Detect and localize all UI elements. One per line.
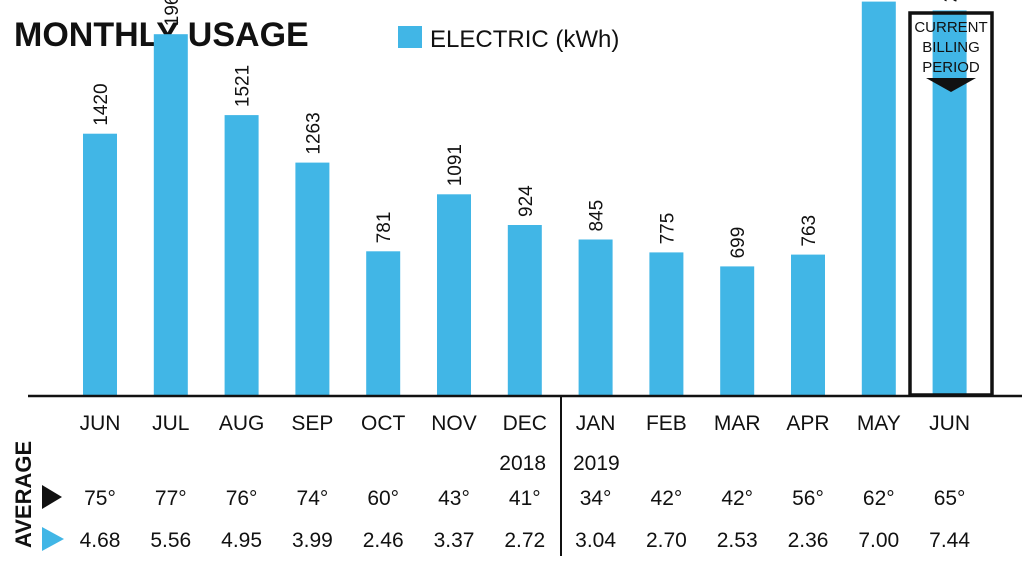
- avg-usage-5: 3.37: [434, 529, 475, 552]
- month-label-4: OCT: [361, 412, 406, 435]
- avg-temp-9: 42°: [721, 487, 753, 510]
- avg-temp-10: 56°: [792, 487, 824, 510]
- month-label-9: MAR: [714, 412, 761, 435]
- bar-value-label-2: 1521: [233, 65, 254, 107]
- month-label-2: AUG: [219, 412, 265, 435]
- avg-usage-3: 3.99: [292, 529, 333, 552]
- bar-2: [224, 115, 259, 395]
- avg-temp-11: 62°: [863, 487, 895, 510]
- year-label-2018: 2018: [499, 452, 546, 475]
- avg-usage-0: 4.68: [80, 529, 121, 552]
- bar-7: [578, 239, 613, 395]
- avg-usage-2: 4.95: [221, 529, 262, 552]
- legend-swatch: [398, 26, 422, 48]
- month-label-11: MAY: [857, 412, 901, 435]
- bar-value-label-6: 924: [516, 185, 537, 217]
- current-period-line-2: PERIOD: [922, 59, 980, 76]
- avg-usage-7: 3.04: [575, 529, 616, 552]
- bar-11: [861, 1, 896, 395]
- legend-label: ELECTRIC (kWh): [430, 26, 619, 53]
- bar-value-label-8: 775: [657, 213, 678, 245]
- avg-temp-6: 41°: [509, 487, 541, 510]
- month-labels: JUN JUL AUG SEP OCT NOV DEC JAN FEB MAR APR MAY JUN: [80, 412, 970, 435]
- avg-temp-8: 42°: [651, 487, 683, 510]
- avg-temp-1: 77°: [155, 487, 187, 510]
- daily-usage-row: 4.68 5.56 4.95 3.99 2.46 3.37 2.72 3.04 2.70 2.53…: [80, 529, 971, 552]
- bar-12: [932, 10, 967, 396]
- bar-10: [791, 254, 825, 395]
- month-label-6: DEC: [503, 412, 547, 435]
- average-label: AVERAGE: [11, 441, 36, 548]
- avg-temp-4: 60°: [367, 487, 399, 510]
- bar-value-label-4: 781: [374, 212, 395, 244]
- month-label-12: JUN: [929, 412, 970, 435]
- month-label-1: JUL: [152, 412, 189, 435]
- year-label-2019: 2019: [573, 452, 620, 475]
- avg-temp-7: 34°: [580, 487, 612, 510]
- bar-6: [507, 225, 542, 395]
- bar-9: [720, 266, 755, 395]
- bar-3: [295, 162, 330, 395]
- month-label-5: NOV: [431, 412, 477, 435]
- avg-temp-0: 75°: [84, 487, 116, 510]
- avg-usage-8: 2.70: [646, 529, 687, 552]
- bar-value-label-3: 1263: [303, 112, 324, 154]
- avg-temp-3: 74°: [297, 487, 329, 510]
- bar-4: [366, 251, 401, 395]
- bar-value-label-12: 2090: [941, 0, 962, 2]
- month-label-3: SEP: [291, 412, 333, 435]
- avg-usage-10: 2.36: [788, 529, 829, 552]
- current-period-line-0: CURRENT: [914, 19, 987, 36]
- avg-usage-1: 5.56: [150, 529, 191, 552]
- temperature-row-icon: [42, 485, 62, 509]
- avg-usage-9: 2.53: [717, 529, 758, 552]
- bars-group: [83, 1, 967, 396]
- bar-1: [153, 34, 188, 395]
- month-label-7: JAN: [576, 412, 616, 435]
- temperature-row: 75° 77° 76° 74° 60° 43° 41° 34° 42° 42° 56° 62° 65°: [84, 487, 965, 510]
- current-period-label: CURRENT BILLING PERIOD: [914, 19, 987, 76]
- avg-temp-5: 43°: [438, 487, 470, 510]
- usage-row-icon: [42, 527, 64, 551]
- month-label-10: APR: [786, 412, 829, 435]
- bar-5: [437, 194, 471, 395]
- bar-value-label-7: 845: [587, 200, 608, 232]
- current-period-line-1: BILLING: [922, 39, 980, 56]
- bar-value-label-5: 1091: [445, 144, 466, 186]
- current-period-arrow-icon: [926, 78, 976, 92]
- avg-temp-12: 65°: [934, 487, 966, 510]
- avg-usage-6: 2.72: [504, 529, 545, 552]
- bar-0: [83, 133, 117, 395]
- month-label-0: JUN: [80, 412, 121, 435]
- avg-temp-2: 76°: [226, 487, 258, 510]
- month-label-8: FEB: [646, 412, 687, 435]
- bar-value-label-9: 699: [728, 227, 749, 259]
- avg-usage-12: 7.44: [929, 529, 970, 552]
- bar-8: [649, 252, 684, 395]
- bar-value-label-0: 1420: [91, 83, 112, 125]
- bar-value-label-10: 763: [799, 215, 820, 247]
- bar-labels-group: 1420196115211263781109192484577569976321…: [91, 0, 962, 258]
- bar-value-label-1: 1961: [162, 0, 183, 26]
- avg-usage-11: 7.00: [858, 529, 899, 552]
- avg-usage-4: 2.46: [363, 529, 404, 552]
